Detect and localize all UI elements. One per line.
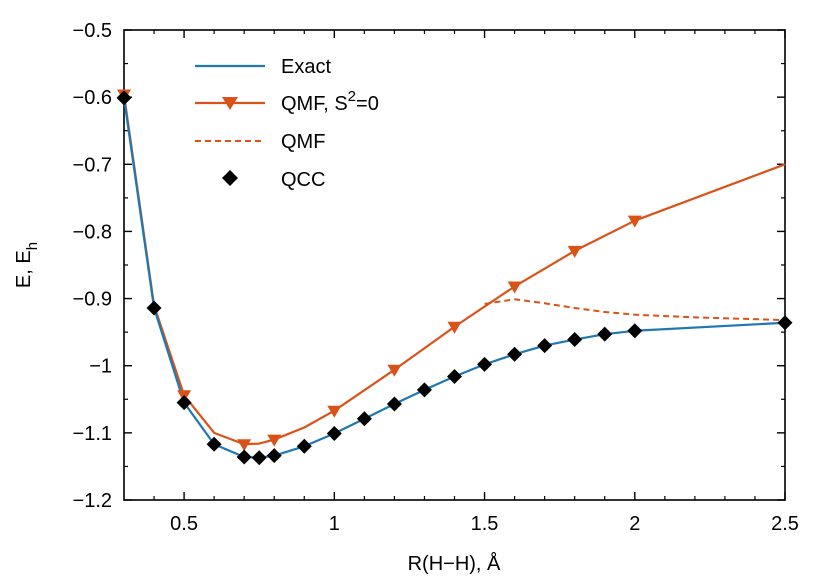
qcc-marker: [146, 300, 162, 316]
y-tick-label: −1.2: [73, 490, 112, 512]
y-axis-title-sub: h: [24, 242, 41, 250]
y-tick-label: −1.1: [73, 423, 112, 445]
legend-label-qmf-s2-main: QMF, S: [281, 93, 348, 115]
qcc-marker: [447, 368, 462, 384]
qmf-s2-marker: [387, 364, 402, 377]
y-tick-label: −0.8: [73, 221, 112, 243]
legend-label-qmf: QMF: [281, 131, 325, 153]
legend-marker-qmf-s2: [222, 97, 238, 110]
qmf-s2-marker: [567, 245, 582, 258]
qcc-marker: [251, 450, 267, 466]
qcc-marker: [326, 426, 342, 442]
legend-label-qmf-s2: QMF, S2=0: [281, 88, 379, 115]
series-layer: [122, 94, 786, 459]
qcc-marker: [356, 411, 372, 427]
x-axis-title: R(H−H), Å: [408, 552, 501, 575]
qcc-marker: [627, 323, 643, 339]
qmf-s2-marker: [627, 215, 642, 228]
series-line-2: [484, 298, 786, 322]
y-tick-label: −1: [89, 356, 112, 378]
qmf-s2-marker: [327, 405, 342, 418]
qcc-marker: [206, 436, 222, 452]
x-tick-label: 2.5: [771, 513, 799, 535]
y-tick-label: −0.6: [73, 87, 112, 109]
y-axis-title: E, Eh: [13, 242, 41, 288]
legend-item-exact: Exact: [195, 56, 331, 78]
legend-item-qmf: QMF: [195, 131, 325, 153]
y-tick-label: −0.9: [73, 289, 112, 311]
qcc-marker: [477, 356, 493, 372]
qcc-marker: [567, 332, 583, 348]
y-axis-title-main: E, E: [13, 250, 35, 288]
qcc-marker: [386, 396, 402, 412]
legend-label-qmf-s2-tail: =0: [356, 93, 379, 115]
qcc-marker: [236, 449, 252, 465]
legend: Exact QMF, S2=0 QMF QCC: [195, 56, 379, 191]
series-line-0: [122, 97, 786, 459]
y-tick-label: −0.7: [73, 154, 112, 176]
qcc-marker: [777, 315, 793, 331]
qmf-s2-marker: [447, 321, 462, 334]
qcc-marker: [597, 326, 613, 342]
legend-item-qcc: QCC: [222, 169, 325, 191]
qcc-marker: [416, 382, 432, 398]
x-tick-label: 1: [329, 513, 340, 535]
legend-marker-qcc: [222, 170, 238, 186]
y-tick-label: −0.5: [73, 20, 112, 42]
x-tick-label: 1.5: [471, 513, 499, 535]
qcc-marker: [116, 90, 132, 106]
series-line-1: [122, 94, 786, 446]
qcc-marker: [176, 395, 192, 411]
legend-label-qmf-s2-sup: 2: [348, 88, 356, 105]
qmf-s2-marker: [267, 434, 282, 447]
qcc-marker: [266, 448, 282, 464]
x-tick-label: 0.5: [170, 513, 198, 535]
x-tick-label: 2: [629, 513, 640, 535]
plot-frame: [123, 29, 786, 501]
qcc-marker: [296, 438, 312, 454]
qcc-marker: [507, 346, 523, 362]
legend-item-qmf-s2: QMF, S2=0: [195, 88, 379, 115]
qmf-s2-marker: [237, 439, 252, 452]
legend-label-exact: Exact: [281, 56, 331, 78]
axis-tick-labels: 0.5 1 1.5 2 2.5 −1.2 −1.1 −1 −0.9 −0.8 −0.7 −0.6 −0.…: [73, 20, 799, 535]
qcc-marker: [537, 338, 553, 354]
qmf-s2-marker: [507, 281, 522, 294]
axis-ticks: [124, 29, 786, 501]
legend-label-qcc: QCC: [281, 169, 325, 191]
markers-layer: [116, 89, 793, 466]
